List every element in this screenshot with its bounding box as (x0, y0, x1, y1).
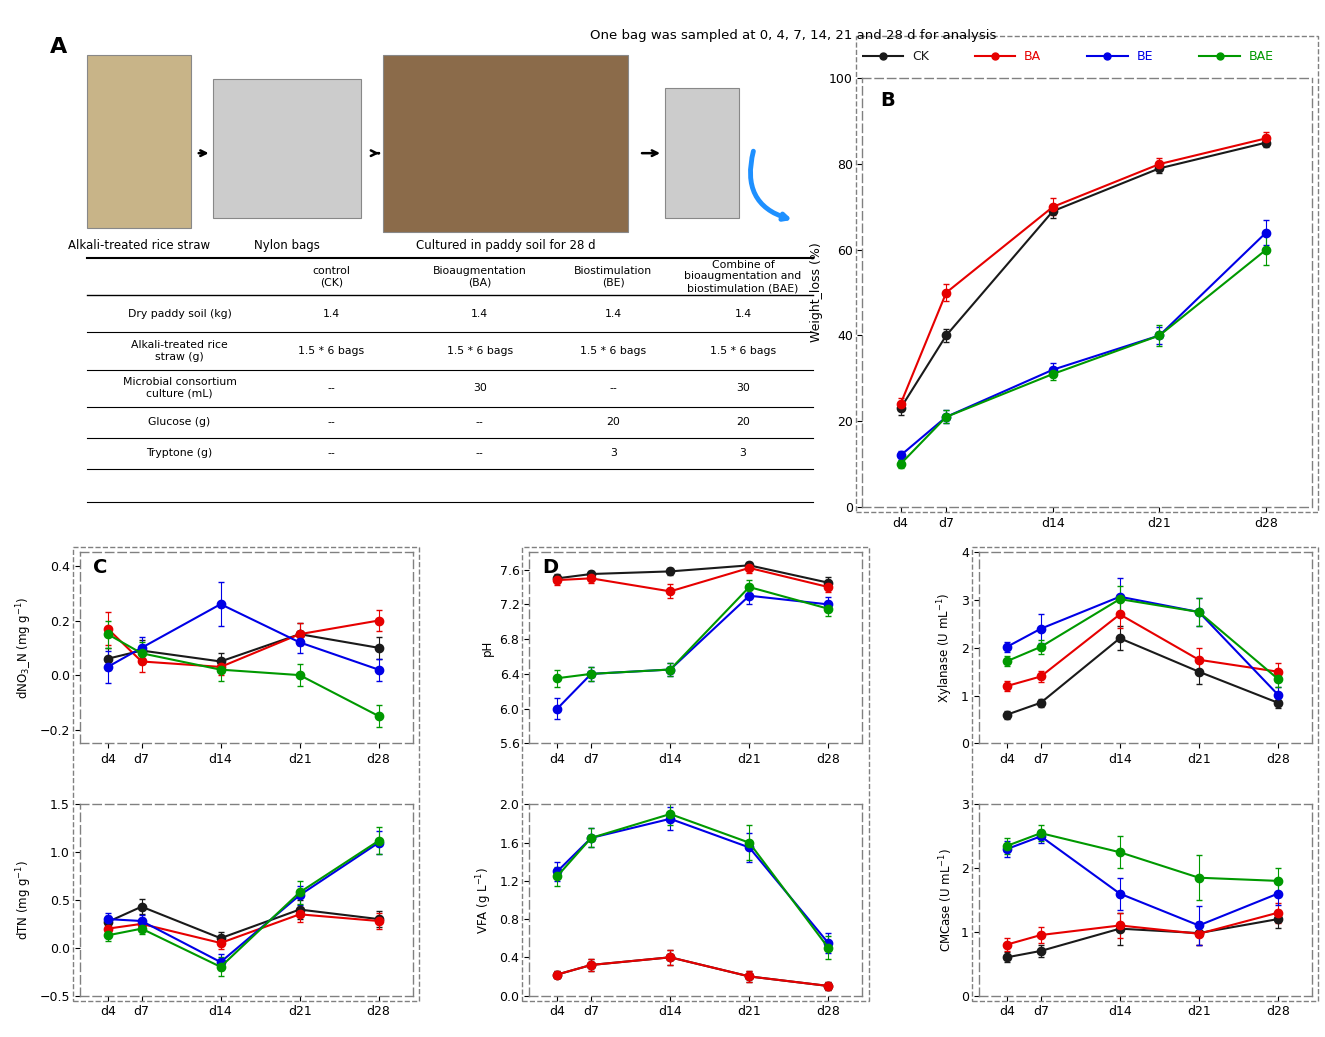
Text: 1.5 * 6 bags: 1.5 * 6 bags (710, 346, 776, 356)
FancyBboxPatch shape (665, 88, 739, 219)
Text: 30: 30 (473, 384, 486, 393)
Text: Combine of
bioaugmentation and
biostimulation (BAE): Combine of bioaugmentation and biostimul… (684, 260, 802, 293)
Y-axis label: dNO$_3$_N (mg g$^{-1}$): dNO$_3$_N (mg g$^{-1}$) (15, 596, 34, 699)
Text: control
(CK): control (CK) (313, 265, 351, 287)
Text: Glucose (g): Glucose (g) (148, 418, 211, 427)
Text: One bag was sampled at 0, 4, 7, 14, 21 and 28 d for analysis: One bag was sampled at 0, 4, 7, 14, 21 a… (590, 29, 996, 43)
Text: --: -- (610, 384, 617, 393)
Text: CK: CK (912, 50, 929, 63)
Text: Tryptone (g): Tryptone (g) (147, 448, 213, 458)
Y-axis label: CMCase (U mL$^{-1}$): CMCase (U mL$^{-1}$) (938, 848, 955, 952)
Y-axis label: pH: pH (481, 640, 494, 656)
Text: Bioaugmentation
(BA): Bioaugmentation (BA) (433, 265, 526, 287)
FancyBboxPatch shape (87, 55, 191, 228)
Text: BAE: BAE (1249, 50, 1273, 63)
Text: C: C (93, 558, 107, 577)
Text: Alkali-treated rice straw: Alkali-treated rice straw (68, 240, 209, 252)
Text: --: -- (327, 418, 335, 427)
Text: 1.4: 1.4 (472, 309, 489, 318)
Text: Dry paddy soil (kg): Dry paddy soil (kg) (127, 309, 232, 318)
Y-axis label: Weight_loss (%): Weight_loss (%) (811, 243, 823, 342)
Text: 1.5 * 6 bags: 1.5 * 6 bags (580, 346, 647, 356)
Text: A: A (50, 37, 68, 57)
Text: 20: 20 (735, 418, 750, 427)
Text: --: -- (476, 448, 484, 458)
Text: 20: 20 (607, 418, 620, 427)
Y-axis label: VFA (g L$^{-1}$): VFA (g L$^{-1}$) (474, 867, 494, 933)
Y-axis label: Xylanase (U mL$^{-1}$): Xylanase (U mL$^{-1}$) (935, 593, 955, 703)
Text: 3: 3 (610, 448, 616, 458)
FancyBboxPatch shape (213, 79, 362, 219)
Text: 3: 3 (739, 448, 746, 458)
Text: 30: 30 (735, 384, 750, 393)
Text: Cultured in paddy soil for 28 d: Cultured in paddy soil for 28 d (416, 240, 595, 252)
Text: 1.4: 1.4 (734, 309, 751, 318)
Text: D: D (542, 558, 559, 577)
Text: --: -- (327, 448, 335, 458)
Text: BA: BA (1024, 50, 1041, 63)
Text: BE: BE (1137, 50, 1153, 63)
Text: --: -- (476, 418, 484, 427)
Text: 1.5 * 6 bags: 1.5 * 6 bags (298, 346, 364, 356)
Text: 1.4: 1.4 (604, 309, 621, 318)
Text: Nylon bags: Nylon bags (254, 240, 321, 252)
Text: B: B (880, 91, 896, 110)
Text: 1.5 * 6 bags: 1.5 * 6 bags (447, 346, 513, 356)
FancyBboxPatch shape (383, 55, 628, 232)
Text: --: -- (327, 384, 335, 393)
Text: Alkali-treated rice
straw (g): Alkali-treated rice straw (g) (131, 340, 228, 362)
Text: Microbial consortium
culture (mL): Microbial consortium culture (mL) (123, 377, 237, 399)
Y-axis label: dTN (mg g$^{-1}$): dTN (mg g$^{-1}$) (15, 860, 33, 940)
Text: Biostimulation
(BE): Biostimulation (BE) (574, 265, 652, 287)
Text: 1.4: 1.4 (323, 309, 341, 318)
